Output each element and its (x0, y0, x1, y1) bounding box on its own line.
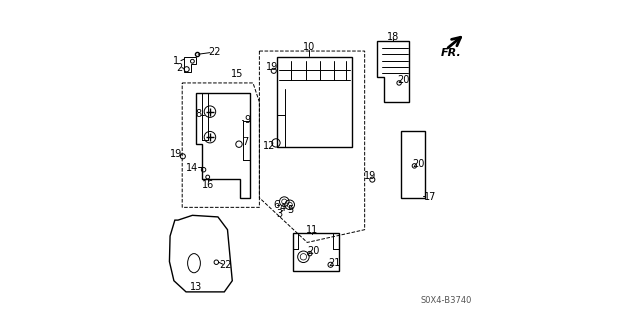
Text: 9: 9 (244, 115, 250, 125)
Text: 2: 2 (177, 63, 183, 73)
Text: 10: 10 (303, 42, 315, 52)
Text: 16: 16 (202, 180, 214, 190)
Text: 15: 15 (231, 69, 243, 79)
Text: 22: 22 (209, 47, 221, 57)
Text: 6: 6 (274, 200, 280, 210)
Text: 19: 19 (266, 62, 278, 72)
Text: 1: 1 (173, 56, 179, 66)
Text: 21: 21 (328, 257, 340, 268)
Text: 22: 22 (220, 260, 232, 271)
Text: 14: 14 (186, 163, 198, 174)
Text: 19: 19 (170, 149, 182, 159)
Text: 7: 7 (242, 137, 248, 147)
Text: 11: 11 (306, 225, 318, 235)
Text: 20: 20 (397, 75, 409, 85)
Text: 3: 3 (276, 209, 282, 219)
Text: 18: 18 (387, 32, 399, 42)
Text: 12: 12 (263, 141, 275, 151)
Text: S0X4-B3740: S0X4-B3740 (420, 296, 472, 305)
Text: 19: 19 (364, 171, 376, 181)
Text: 5: 5 (287, 205, 294, 215)
Text: FR.: FR. (440, 48, 461, 58)
Text: 20: 20 (412, 159, 424, 169)
Text: 8: 8 (195, 109, 201, 119)
Text: 13: 13 (189, 282, 202, 292)
Text: 20: 20 (307, 246, 319, 256)
Text: 17: 17 (424, 192, 436, 202)
Text: 4: 4 (279, 203, 285, 213)
